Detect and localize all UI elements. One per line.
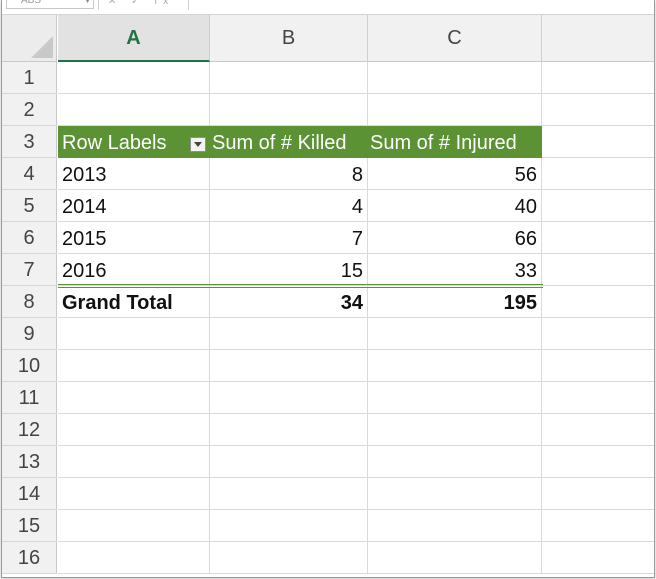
cell[interactable] bbox=[542, 414, 654, 446]
cell[interactable] bbox=[368, 446, 542, 478]
column-header-a[interactable]: A bbox=[58, 15, 210, 62]
cell[interactable] bbox=[368, 382, 542, 414]
cell[interactable] bbox=[368, 350, 542, 382]
cell[interactable] bbox=[368, 478, 542, 510]
cell[interactable] bbox=[58, 382, 210, 414]
cell[interactable] bbox=[58, 510, 210, 542]
grand-total-divider bbox=[58, 284, 543, 285]
row-labels-filter-button[interactable] bbox=[190, 137, 206, 152]
pivot-row-label[interactable]: 2015 bbox=[58, 222, 210, 254]
pivot-header-row-labels[interactable]: Row Labels bbox=[58, 126, 210, 158]
pivot-header-sum-injured[interactable]: Sum of # Injured bbox=[368, 126, 542, 158]
select-all-button[interactable] bbox=[2, 15, 57, 62]
pivot-value-killed[interactable]: 8 bbox=[210, 158, 368, 190]
pivot-row-label[interactable]: 2014 bbox=[58, 190, 210, 222]
pivot-value-killed[interactable]: 7 bbox=[210, 222, 368, 254]
cell[interactable] bbox=[210, 510, 368, 542]
row-header-8[interactable]: 8 bbox=[2, 286, 57, 318]
row-header-4[interactable]: 4 bbox=[2, 158, 57, 190]
row-header-6[interactable]: 6 bbox=[2, 222, 57, 254]
row-header-12[interactable]: 12 bbox=[2, 414, 57, 446]
pivot-value-injured[interactable]: 40 bbox=[368, 190, 542, 222]
pivot-grand-total-label[interactable]: Grand Total bbox=[58, 286, 210, 318]
cell[interactable] bbox=[368, 414, 542, 446]
row-header-15[interactable]: 15 bbox=[2, 510, 57, 542]
column-header-partial[interactable] bbox=[542, 15, 654, 62]
pivot-value-injured[interactable]: 66 bbox=[368, 222, 542, 254]
row-header-13[interactable]: 13 bbox=[2, 446, 57, 478]
row-header-16[interactable]: 16 bbox=[2, 542, 57, 574]
row-header-7[interactable]: 7 bbox=[2, 254, 57, 286]
cell[interactable] bbox=[542, 542, 654, 574]
cell[interactable] bbox=[368, 510, 542, 542]
pivot-value-injured[interactable]: 33 bbox=[368, 254, 542, 286]
cell[interactable] bbox=[58, 94, 210, 126]
row-header-3[interactable]: 3 bbox=[2, 126, 57, 158]
cell[interactable] bbox=[542, 158, 654, 190]
cell[interactable] bbox=[368, 542, 542, 574]
cell[interactable] bbox=[542, 510, 654, 542]
pivot-row-label[interactable]: 2013 bbox=[58, 158, 210, 190]
row-header-5[interactable]: 5 bbox=[2, 190, 57, 222]
cell[interactable] bbox=[542, 286, 654, 318]
cell[interactable] bbox=[542, 190, 654, 222]
cell[interactable] bbox=[368, 62, 542, 94]
pivot-grand-total-killed[interactable]: 34 bbox=[210, 286, 368, 318]
column-header-b[interactable]: B bbox=[210, 15, 368, 62]
cell[interactable] bbox=[210, 446, 368, 478]
cell[interactable] bbox=[58, 350, 210, 382]
cell[interactable] bbox=[542, 318, 654, 350]
grand-total-divider bbox=[58, 287, 543, 288]
cell[interactable] bbox=[542, 254, 654, 286]
name-box[interactable]: ABS ▼ bbox=[6, 0, 94, 9]
cell[interactable] bbox=[58, 478, 210, 510]
cell[interactable] bbox=[542, 382, 654, 414]
cell[interactable] bbox=[542, 446, 654, 478]
cell[interactable] bbox=[58, 414, 210, 446]
cell[interactable] bbox=[210, 62, 368, 94]
pivot-value-injured[interactable]: 56 bbox=[368, 158, 542, 190]
pivot-value-killed[interactable]: 4 bbox=[210, 190, 368, 222]
pivot-header-sum-killed[interactable]: Sum of # Killed bbox=[210, 126, 368, 158]
cell[interactable] bbox=[542, 478, 654, 510]
cell[interactable] bbox=[210, 94, 368, 126]
cell[interactable] bbox=[58, 542, 210, 574]
cell[interactable] bbox=[210, 414, 368, 446]
cell[interactable] bbox=[58, 318, 210, 350]
row-header-14[interactable]: 14 bbox=[2, 478, 57, 510]
pivot-value-killed[interactable]: 15 bbox=[210, 254, 368, 286]
cell[interactable] bbox=[542, 350, 654, 382]
cell[interactable] bbox=[210, 542, 368, 574]
cell[interactable] bbox=[210, 478, 368, 510]
formula-bar: ABS ▼ ✕ ✓ fx bbox=[2, 0, 654, 15]
column-header-c[interactable]: C bbox=[368, 15, 542, 62]
row-header-2[interactable]: 2 bbox=[2, 94, 57, 126]
cell[interactable] bbox=[210, 350, 368, 382]
row-header-9[interactable]: 9 bbox=[2, 318, 57, 350]
chevron-down-icon bbox=[194, 142, 202, 147]
cell[interactable] bbox=[542, 126, 654, 158]
pivot-grand-total-injured[interactable]: 195 bbox=[368, 286, 542, 318]
cell[interactable] bbox=[210, 318, 368, 350]
cell[interactable] bbox=[542, 62, 654, 94]
chevron-down-icon: ▼ bbox=[84, 0, 91, 5]
pivot-row-label[interactable]: 2016 bbox=[58, 254, 210, 286]
formula-bar-icons: ✕ ✓ fx bbox=[108, 0, 175, 7]
cell[interactable] bbox=[210, 382, 368, 414]
cell[interactable] bbox=[542, 222, 654, 254]
row-header-11[interactable]: 11 bbox=[2, 382, 57, 414]
cell[interactable] bbox=[542, 94, 654, 126]
row-header-10[interactable]: 10 bbox=[2, 350, 57, 382]
cell[interactable] bbox=[368, 94, 542, 126]
cell[interactable] bbox=[368, 318, 542, 350]
row-header-1[interactable]: 1 bbox=[2, 62, 57, 94]
cell[interactable] bbox=[58, 446, 210, 478]
cell[interactable] bbox=[58, 62, 210, 94]
